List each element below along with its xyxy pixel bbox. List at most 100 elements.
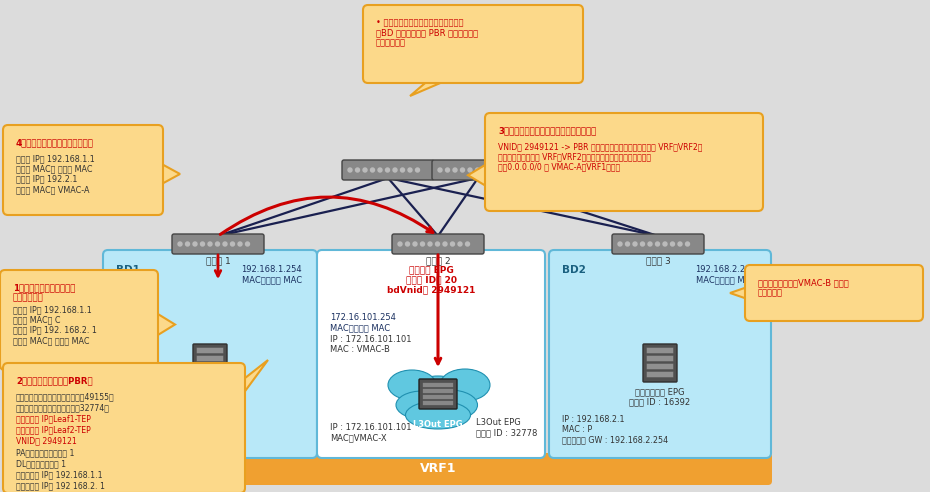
Circle shape: [460, 168, 464, 172]
FancyBboxPatch shape: [103, 250, 317, 458]
FancyBboxPatch shape: [643, 344, 677, 382]
Text: 1：コンシューマーからの
トラフィック: 1：コンシューマーからの トラフィック: [13, 283, 75, 303]
Circle shape: [506, 168, 510, 172]
Circle shape: [420, 242, 424, 246]
Text: 内部接続先 IP： 192 168.2. 1: 内部接続先 IP： 192 168.2. 1: [16, 482, 105, 491]
Circle shape: [475, 168, 480, 172]
Circle shape: [626, 242, 630, 246]
Text: 3：トラフィックがサービスリーフに到達: 3：トラフィックがサービスリーフに到達: [498, 126, 596, 135]
FancyBboxPatch shape: [646, 348, 673, 353]
Circle shape: [458, 242, 462, 246]
Text: 192.168.2.254
MAC：リーフ MAC: 192.168.2.254 MAC：リーフ MAC: [696, 265, 756, 284]
Text: VRF1: VRF1: [419, 462, 457, 475]
FancyBboxPatch shape: [363, 5, 583, 83]
FancyBboxPatch shape: [342, 160, 434, 180]
FancyBboxPatch shape: [0, 270, 158, 370]
Circle shape: [435, 242, 440, 246]
Circle shape: [453, 168, 457, 172]
Text: 4：外部ルータへのトラフィック: 4：外部ルータへのトラフィック: [16, 138, 94, 147]
FancyBboxPatch shape: [3, 125, 163, 215]
Text: 送信元 IP： 192.168.1.1
送信元 MAC： リーフ MAC
接続先 IP： 192.2.1
接続先 MAC： VMAC-A: 送信元 IP： 192.168.1.1 送信元 MAC： リーフ MAC 接続先…: [16, 154, 95, 194]
FancyBboxPatch shape: [646, 356, 673, 361]
Circle shape: [378, 168, 382, 172]
FancyBboxPatch shape: [317, 250, 545, 458]
Text: IP : 192.168.1.1
MAC : C
Default GW : 192.168.1.254: IP : 192.168.1.1 MAC : C Default GW : 19…: [116, 415, 228, 445]
Text: プロバイダー EPG
クラス ID : 16392: プロバイダー EPG クラス ID : 16392: [630, 387, 691, 406]
Text: BD1: BD1: [116, 265, 140, 275]
Circle shape: [405, 242, 409, 246]
Text: リーフ 3: リーフ 3: [645, 256, 671, 265]
Circle shape: [445, 168, 449, 172]
FancyBboxPatch shape: [423, 395, 453, 399]
Circle shape: [490, 168, 495, 172]
Circle shape: [468, 168, 472, 172]
FancyBboxPatch shape: [172, 234, 264, 254]
FancyBboxPatch shape: [646, 371, 673, 377]
Text: コンシューマー EPG
クラス ID : 49159: コンシューマー EPG クラス ID : 49159: [179, 387, 241, 406]
Text: PA（ボリシー適用）： 1: PA（ボリシー適用）： 1: [16, 448, 74, 457]
Text: 2：ボリシーを適用（PBR）: 2：ボリシーを適用（PBR）: [16, 376, 93, 385]
FancyBboxPatch shape: [3, 363, 245, 492]
Text: サービス EPG
クラス ID： 20
bdVnid： 2949121: サービス EPG クラス ID： 20 bdVnid： 2949121: [387, 265, 475, 295]
Circle shape: [438, 168, 442, 172]
Circle shape: [648, 242, 652, 246]
Circle shape: [443, 242, 447, 246]
Circle shape: [348, 168, 352, 172]
Text: VNID： 2949121: VNID： 2949121: [16, 437, 77, 446]
FancyBboxPatch shape: [612, 234, 704, 254]
Polygon shape: [730, 286, 750, 300]
Circle shape: [413, 242, 417, 246]
FancyBboxPatch shape: [485, 113, 763, 211]
Text: 外部接続先 IP：Leaf2-TEP: 外部接続先 IP：Leaf2-TEP: [16, 426, 91, 434]
Text: BD2: BD2: [562, 265, 586, 275]
Circle shape: [363, 168, 367, 172]
Circle shape: [370, 168, 375, 172]
Circle shape: [416, 168, 419, 172]
Text: 外部送信元 IP：Leaf1-TEP: 外部送信元 IP：Leaf1-TEP: [16, 414, 91, 424]
Polygon shape: [468, 162, 490, 188]
FancyBboxPatch shape: [193, 344, 227, 382]
Text: DL（学習不可）： 1: DL（学習不可）： 1: [16, 459, 66, 468]
Ellipse shape: [388, 370, 436, 400]
Circle shape: [393, 168, 397, 172]
Text: • スパインプロキシには送信されない
（BD にある従来の PBR 接続先の場合
とは異なる）: • スパインプロキシには送信されない （BD にある従来の PBR 接続先の場合…: [376, 18, 478, 48]
FancyBboxPatch shape: [432, 160, 524, 180]
Text: VNID： 2949121 -> PBR 接続先用に内部的に作成された VRF（VRF2）
内部的に作成された VRF（VRF2）にあるルーティングテーブル：
: VNID： 2949121 -> PBR 接続先用に内部的に作成された VRF（…: [498, 142, 702, 172]
FancyBboxPatch shape: [423, 401, 453, 405]
Ellipse shape: [396, 391, 448, 419]
Text: 送信元 IP： 192.168.1.1
送信元 MAC： C
接続先 IP： 192. 168.2. 1
接続先 MAC： リーフ MAC: 送信元 IP： 192.168.1.1 送信元 MAC： C 接続先 IP： 1…: [13, 305, 97, 345]
Text: L3Out EPG
FW
172.16.0.0/16: L3Out EPG FW 172.16.0.0/16: [405, 420, 471, 450]
Circle shape: [678, 242, 682, 246]
Text: リーフ 2: リーフ 2: [426, 256, 450, 265]
Polygon shape: [240, 360, 268, 398]
Circle shape: [656, 242, 659, 246]
Circle shape: [671, 242, 674, 246]
Circle shape: [483, 168, 487, 172]
Ellipse shape: [408, 376, 468, 414]
Circle shape: [216, 242, 219, 246]
FancyBboxPatch shape: [419, 379, 457, 409]
Circle shape: [633, 242, 637, 246]
Text: 別の外部ルータ（VMAC-B など）
がある場合: 別の外部ルータ（VMAC-B など） がある場合: [758, 278, 849, 297]
Polygon shape: [158, 162, 180, 186]
FancyBboxPatch shape: [197, 364, 223, 369]
Circle shape: [246, 242, 249, 246]
FancyBboxPatch shape: [197, 356, 223, 361]
Polygon shape: [312, 255, 382, 453]
Circle shape: [428, 242, 432, 246]
Circle shape: [386, 168, 390, 172]
Circle shape: [231, 242, 234, 246]
Text: リーフ 1: リーフ 1: [206, 256, 231, 265]
FancyBboxPatch shape: [646, 364, 673, 369]
Circle shape: [401, 168, 405, 172]
FancyBboxPatch shape: [745, 265, 923, 321]
Circle shape: [498, 168, 502, 172]
FancyBboxPatch shape: [197, 348, 223, 353]
Text: 接続先クラス：プロバイダー（32774）: 接続先クラス：プロバイダー（32774）: [16, 403, 110, 412]
Text: 192.168.1.254
MAC：リーフ MAC: 192.168.1.254 MAC：リーフ MAC: [242, 265, 302, 284]
Circle shape: [641, 242, 644, 246]
Circle shape: [185, 242, 190, 246]
Circle shape: [223, 242, 227, 246]
FancyBboxPatch shape: [423, 389, 453, 393]
Text: L3Out EPG
クラス ID : 32778: L3Out EPG クラス ID : 32778: [476, 418, 538, 437]
